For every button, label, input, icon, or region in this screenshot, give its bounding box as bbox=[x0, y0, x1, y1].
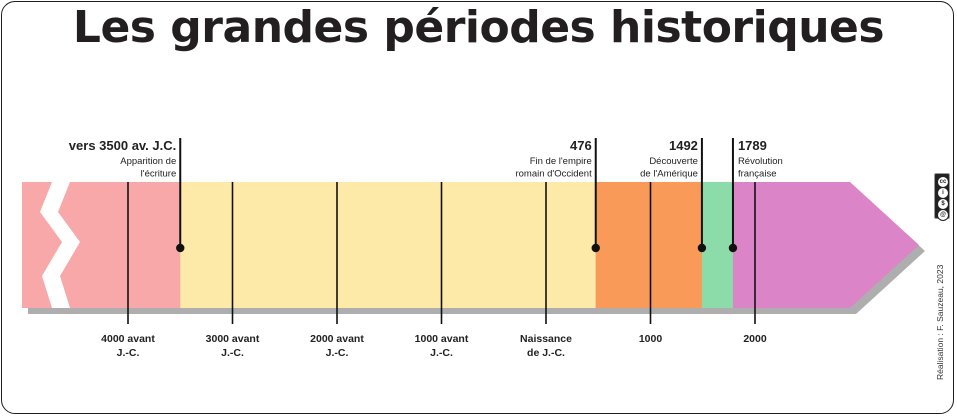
event-description: l'écriture bbox=[141, 169, 177, 180]
period-band-epoque-contemporaine bbox=[732, 182, 919, 308]
event-dot bbox=[697, 243, 707, 253]
tick-label-line: 2000 bbox=[743, 333, 767, 345]
period-band-moyen-age bbox=[595, 182, 702, 308]
tick-label-line: 1000 avant bbox=[415, 333, 469, 345]
event-description: de l'Amérique bbox=[640, 169, 698, 180]
tick-label: 4000 avant J.-C. bbox=[101, 333, 155, 359]
event-dot bbox=[728, 243, 738, 253]
timeline-break-mark bbox=[40, 182, 80, 308]
tick-label-line: J.-C. bbox=[221, 347, 244, 359]
event-date: vers 3500 av. J.C. bbox=[69, 138, 176, 153]
page-title: Les grandes périodes historiques bbox=[72, 2, 885, 53]
tick-label: 1000 avant J.-C. bbox=[415, 333, 469, 359]
event-date: 476 bbox=[570, 138, 592, 153]
event-description: romain d'Occident bbox=[515, 169, 592, 180]
tick-label-line: 3000 avant bbox=[206, 333, 260, 345]
tick-label-line: J.-C. bbox=[326, 347, 349, 359]
tick-label: Naissance de J.-C. bbox=[520, 333, 572, 359]
tick-label: 3000 avant J.-C. bbox=[206, 333, 260, 359]
tick-label-line: 2000 avant bbox=[310, 333, 364, 345]
event-dot bbox=[176, 243, 185, 253]
tick-label-line: Naissance bbox=[520, 333, 572, 345]
credit-text: Réalisation : F. Sauzeau, 2023 bbox=[935, 264, 945, 380]
period-band-antiquite bbox=[180, 182, 596, 308]
cc-license-icon: cc i $ @ bbox=[934, 173, 950, 221]
event-description: Découverte bbox=[649, 156, 698, 167]
event-description: française bbox=[738, 169, 777, 180]
tick-label-line: J.-C. bbox=[430, 347, 453, 359]
tick-label: 2000 bbox=[743, 333, 767, 345]
tick-label-line: 1000 bbox=[639, 333, 663, 345]
event-dot bbox=[591, 243, 600, 253]
tick-label-line: J.-C. bbox=[117, 347, 140, 359]
tick-label: 2000 avant J.-C. bbox=[310, 333, 364, 359]
tick-label-line: de J.-C. bbox=[527, 347, 565, 359]
period-band-temps-modernes bbox=[701, 182, 733, 308]
event-date: 1492 bbox=[669, 138, 698, 153]
event-description: Apparition de bbox=[120, 156, 176, 167]
tick-label: 1000 bbox=[639, 333, 663, 345]
event-description: Révolution bbox=[738, 156, 783, 167]
tick-label-line: 4000 avant bbox=[101, 333, 155, 345]
event-description: Fin de l'empire bbox=[530, 156, 592, 167]
event-date: 1789 bbox=[738, 138, 767, 153]
